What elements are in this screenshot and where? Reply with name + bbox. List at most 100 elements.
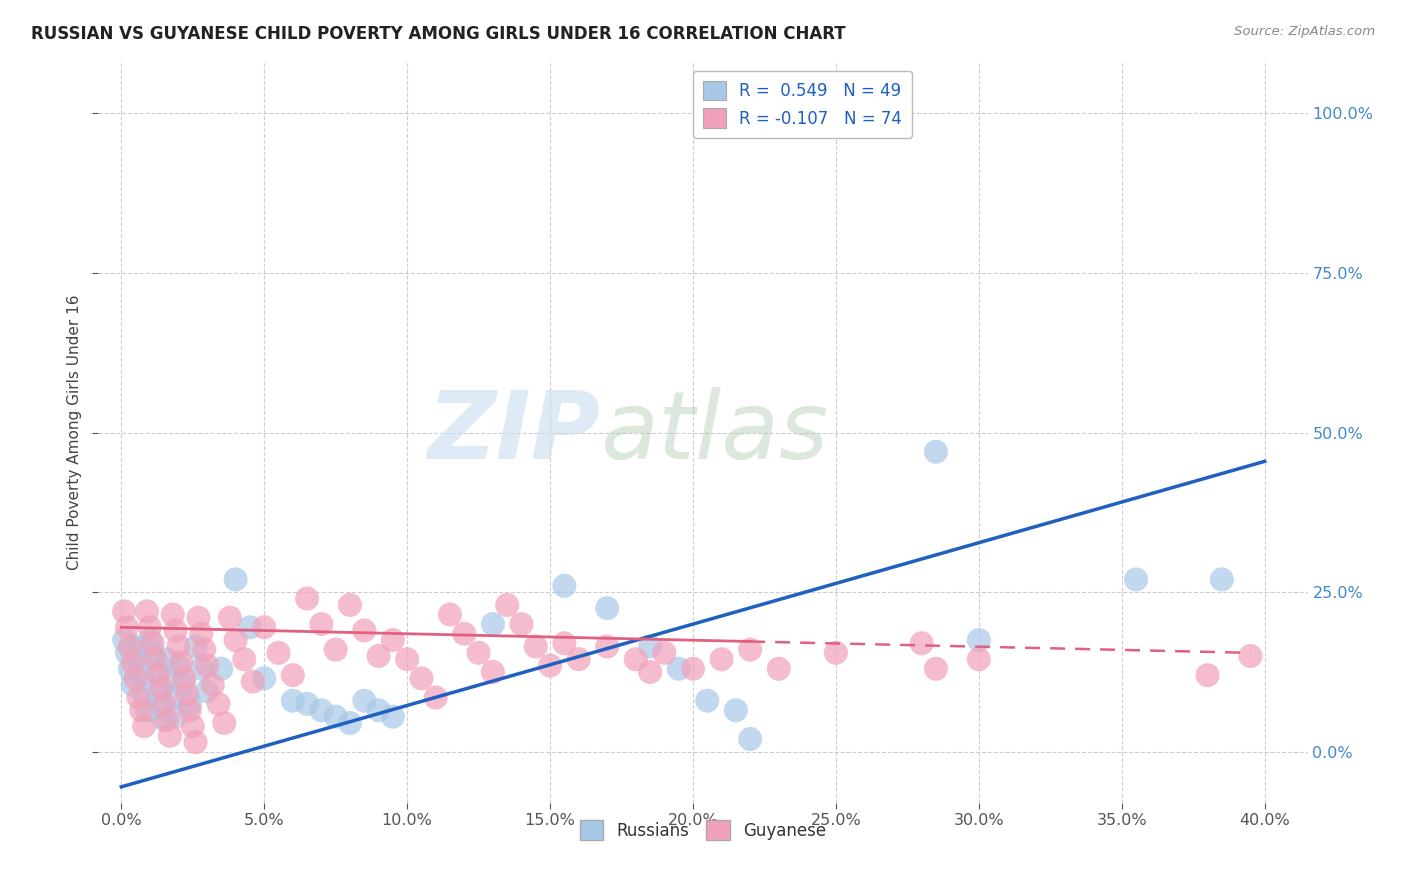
Point xyxy=(253,671,276,685)
Point xyxy=(524,640,547,654)
Point xyxy=(682,662,704,676)
Point xyxy=(740,731,762,746)
Point xyxy=(967,652,990,666)
Point xyxy=(553,579,575,593)
Point xyxy=(311,617,333,632)
Point xyxy=(596,640,619,654)
Point xyxy=(267,646,290,660)
Point xyxy=(538,658,561,673)
Point xyxy=(381,709,404,723)
Point xyxy=(353,624,375,638)
Point xyxy=(112,633,135,648)
Point xyxy=(129,703,152,717)
Point xyxy=(638,640,661,654)
Point xyxy=(925,444,948,458)
Point xyxy=(134,719,156,733)
Point xyxy=(136,604,159,618)
Point xyxy=(482,665,505,679)
Point xyxy=(225,633,247,648)
Point xyxy=(195,684,218,698)
Point xyxy=(153,713,176,727)
Point xyxy=(156,713,179,727)
Point xyxy=(129,668,152,682)
Point xyxy=(1239,648,1261,663)
Point xyxy=(568,652,591,666)
Point xyxy=(136,703,159,717)
Point xyxy=(121,656,143,670)
Point xyxy=(162,690,184,705)
Point xyxy=(193,642,215,657)
Y-axis label: Child Poverty Among Girls Under 16: Child Poverty Among Girls Under 16 xyxy=(66,295,82,570)
Point xyxy=(242,674,264,689)
Point xyxy=(339,598,361,612)
Point xyxy=(668,662,690,676)
Point xyxy=(201,678,224,692)
Point xyxy=(367,703,389,717)
Point xyxy=(453,626,475,640)
Point xyxy=(439,607,461,622)
Point xyxy=(159,671,181,685)
Point xyxy=(159,729,181,743)
Point xyxy=(209,662,232,676)
Point xyxy=(121,678,143,692)
Point xyxy=(510,617,533,632)
Point xyxy=(184,735,207,749)
Point xyxy=(295,697,318,711)
Point xyxy=(911,636,934,650)
Point xyxy=(325,642,347,657)
Point xyxy=(396,652,419,666)
Text: Source: ZipAtlas.com: Source: ZipAtlas.com xyxy=(1234,25,1375,38)
Point xyxy=(165,624,187,638)
Point xyxy=(496,598,519,612)
Point xyxy=(207,697,229,711)
Point xyxy=(139,620,162,634)
Point xyxy=(162,607,184,622)
Point xyxy=(156,652,179,666)
Point xyxy=(179,697,201,711)
Point xyxy=(239,620,262,634)
Point xyxy=(281,668,304,682)
Point xyxy=(176,687,198,701)
Point xyxy=(150,681,173,695)
Point xyxy=(118,640,141,654)
Legend: Russians, Guyanese: Russians, Guyanese xyxy=(574,814,832,847)
Point xyxy=(212,716,235,731)
Point xyxy=(173,671,195,685)
Point xyxy=(190,626,212,640)
Point xyxy=(219,611,242,625)
Point xyxy=(768,662,790,676)
Point xyxy=(173,678,195,692)
Point xyxy=(467,646,489,660)
Point xyxy=(353,694,375,708)
Point xyxy=(142,646,165,660)
Point xyxy=(381,633,404,648)
Point xyxy=(134,687,156,701)
Point xyxy=(1197,668,1219,682)
Point xyxy=(190,662,212,676)
Point xyxy=(139,633,162,648)
Point xyxy=(167,640,190,654)
Point xyxy=(411,671,433,685)
Point xyxy=(710,652,733,666)
Point xyxy=(638,665,661,679)
Point xyxy=(118,662,141,676)
Point xyxy=(925,662,948,676)
Point xyxy=(740,642,762,657)
Point xyxy=(179,703,201,717)
Point xyxy=(148,668,170,682)
Point xyxy=(195,658,218,673)
Point xyxy=(253,620,276,634)
Point xyxy=(184,640,207,654)
Point xyxy=(339,716,361,731)
Point xyxy=(553,636,575,650)
Point xyxy=(425,690,447,705)
Point xyxy=(624,652,647,666)
Point xyxy=(367,648,389,663)
Point xyxy=(112,604,135,618)
Point xyxy=(127,652,149,666)
Point xyxy=(482,617,505,632)
Point xyxy=(967,633,990,648)
Point xyxy=(153,697,176,711)
Point xyxy=(233,652,256,666)
Point xyxy=(181,719,204,733)
